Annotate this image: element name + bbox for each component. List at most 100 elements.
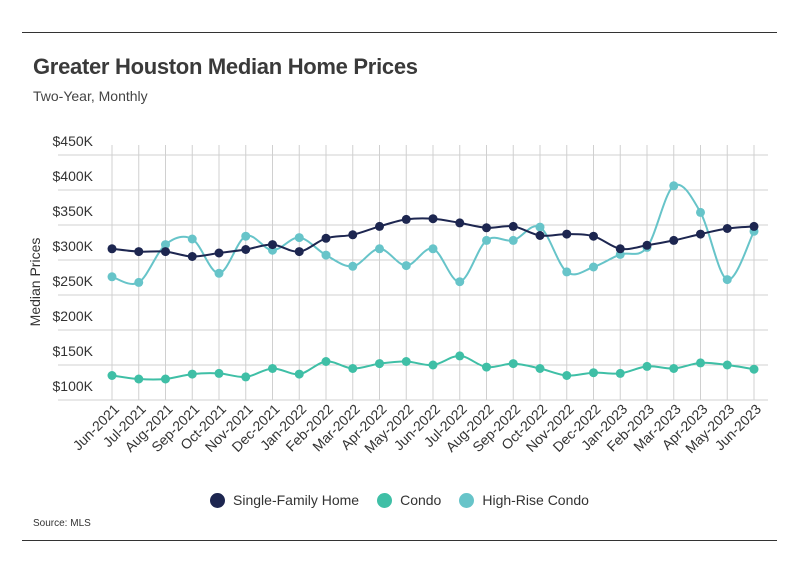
data-point xyxy=(268,364,277,373)
data-point xyxy=(428,244,438,254)
series-high-rise-condo xyxy=(107,181,759,287)
y-axis-title: Median Prices xyxy=(27,238,43,327)
data-point xyxy=(642,361,652,371)
data-point xyxy=(589,231,598,241)
data-point xyxy=(696,358,705,368)
data-point xyxy=(294,369,304,379)
data-point xyxy=(187,369,197,379)
data-point xyxy=(562,371,572,380)
data-point xyxy=(669,181,679,191)
y-tick-label: $450K xyxy=(53,133,94,149)
chart-title: Greater Houston Median Home Prices xyxy=(33,54,418,79)
data-point xyxy=(214,268,224,278)
data-point xyxy=(535,231,545,240)
data-point xyxy=(214,368,224,378)
data-point xyxy=(348,261,358,271)
data-point xyxy=(375,359,384,369)
data-point xyxy=(455,218,465,228)
top-rule xyxy=(22,32,777,33)
data-point xyxy=(615,368,625,378)
data-point xyxy=(134,277,144,287)
source-note: Source: MLS xyxy=(33,518,91,529)
data-point xyxy=(482,235,491,245)
data-point xyxy=(161,240,170,250)
data-point xyxy=(482,362,491,372)
legend-marker xyxy=(210,492,226,508)
data-point xyxy=(294,247,304,257)
data-point xyxy=(722,360,732,370)
data-point xyxy=(455,277,465,287)
data-point xyxy=(669,235,679,245)
series-single-family-home xyxy=(107,214,759,261)
data-point xyxy=(615,244,625,254)
data-point xyxy=(669,364,679,373)
data-point xyxy=(375,244,384,254)
y-axis-ticks: $100K $150K $200K $250K $300K $350K $400K $450K xyxy=(53,133,94,394)
data-point xyxy=(508,235,518,245)
legend: Single-Family Home Condo High-Rise Condo xyxy=(0,492,799,508)
data-point xyxy=(294,233,304,243)
data-point xyxy=(241,231,251,241)
y-tick-label: $150K xyxy=(53,343,94,359)
data-point xyxy=(241,245,251,254)
data-point xyxy=(508,221,518,231)
legend-item: High-Rise Condo xyxy=(459,492,589,508)
y-tick-label: $100K xyxy=(53,378,94,394)
data-point xyxy=(749,364,759,374)
data-point xyxy=(589,262,598,272)
data-point xyxy=(187,252,197,261)
data-point xyxy=(321,233,331,243)
data-point xyxy=(401,214,411,224)
data-point xyxy=(401,261,411,271)
chart-subtitle: Two-Year, Monthly xyxy=(33,88,148,104)
data-point xyxy=(562,267,572,277)
data-point xyxy=(107,244,117,254)
data-point xyxy=(348,364,358,373)
legend-label: Single-Family Home xyxy=(233,492,360,508)
y-tick-label: $350K xyxy=(53,203,94,219)
bottom-rule xyxy=(22,540,777,541)
y-tick-label: $200K xyxy=(53,308,94,324)
data-point xyxy=(375,221,384,231)
data-point xyxy=(508,359,518,369)
data-point xyxy=(535,222,545,232)
data-point xyxy=(696,229,705,239)
data-point xyxy=(161,374,170,384)
data-point xyxy=(428,214,438,224)
legend-marker xyxy=(459,492,475,508)
data-point xyxy=(482,223,491,233)
y-tick-label: $250K xyxy=(53,273,94,289)
legend-label: Condo xyxy=(400,492,442,508)
data-point xyxy=(161,247,170,257)
legend-item: Single-Family Home xyxy=(210,492,359,508)
data-point xyxy=(321,357,331,366)
data-point xyxy=(535,364,545,373)
data-point xyxy=(348,230,358,240)
data-point xyxy=(562,229,572,239)
y-tick-label: $300K xyxy=(53,238,94,254)
y-tick-label: $400K xyxy=(53,168,94,184)
x-axis-ticks: Jun-2021Jul-2021Aug-2021Sep-2021Oct-2021… xyxy=(70,401,765,456)
data-point xyxy=(696,207,705,217)
data-point xyxy=(749,221,759,231)
data-point xyxy=(722,224,732,233)
data-point xyxy=(214,248,224,258)
data-point xyxy=(722,275,732,285)
data-point xyxy=(321,250,331,260)
series-layer xyxy=(107,181,759,384)
data-point xyxy=(455,351,465,361)
data-point xyxy=(187,234,197,244)
data-point xyxy=(268,240,277,250)
data-point xyxy=(134,374,144,384)
data-point xyxy=(241,372,251,382)
data-point xyxy=(107,272,117,282)
legend-item: Condo xyxy=(377,492,441,508)
data-point xyxy=(428,360,438,370)
series-condo xyxy=(107,351,759,384)
data-point xyxy=(642,240,652,250)
legend-label: High-Rise Condo xyxy=(482,492,589,508)
data-point xyxy=(589,368,598,378)
data-point xyxy=(134,247,144,257)
data-point xyxy=(107,371,117,380)
